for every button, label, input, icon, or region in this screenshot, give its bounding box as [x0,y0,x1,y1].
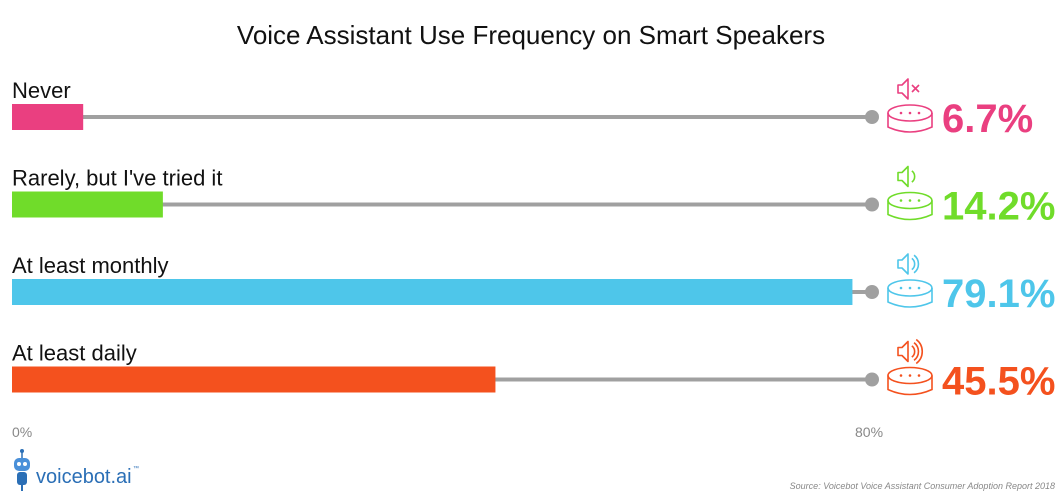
speaker-low-icon-dot-2 [917,199,921,202]
bar-group: Never 6.7% Rarely, but I've tried it 14.2% A… [12,78,1055,404]
category-label: Rarely, but I've tried it [12,166,222,191]
speaker-muted-icon-dot-1 [908,111,912,115]
speaker-high-icon-cone [897,340,909,363]
category-label: At least monthly [12,253,169,278]
brand-trademark: ™ [133,465,139,472]
bar-end-dot [865,110,879,124]
bar-end-dot [865,197,879,212]
speaker-muted-icon-top [887,104,933,122]
speaker-muted-icon-mute-x [911,84,920,93]
speaker-muted-icon-base [887,113,933,133]
value-label: 45.5% [942,360,1055,404]
speaker-high-icon-wave-2 [913,342,920,361]
bar-row: At least daily 45.5% [12,338,1055,404]
speaker-low-icon-base [887,200,933,221]
speaker-muted-icon-dot-0 [899,111,903,115]
bar-row: At least monthly 79.1% [12,253,1055,316]
speaker-medium-icon-dot-0 [899,286,903,290]
speaker-high-icon-top [887,366,933,385]
x-tick-label-start: 0% [12,424,32,440]
speaker-medium-icon-wave-2 [913,254,920,274]
speaker-medium-icon-top [887,279,933,297]
bar-row: Never 6.7% [12,78,1033,141]
speaker-low-icon [887,165,933,221]
speaker-high-icon [887,338,933,396]
bar [12,104,84,130]
category-label: At least daily [12,341,137,366]
voicebot-logo: voicebot.ai ™ [14,449,139,491]
speaker-medium-icon-dot-1 [908,286,912,290]
bar-end-dot [865,372,879,387]
speaker-low-icon-dot-1 [908,199,912,202]
x-tick-label-end: 80% [855,424,883,440]
speaker-muted-icon-dot-2 [917,111,921,115]
value-label: 14.2% [942,185,1055,229]
speaker-low-icon-dot-0 [899,199,903,202]
speaker-high-icon-base [887,375,933,396]
speaker-low-icon-cone [897,165,909,188]
speaker-medium-icon-cone [897,253,909,275]
speaker-high-icon-wave-1 [911,345,916,358]
speaker-high-icon-dot-2 [917,374,921,377]
speaker-medium-icon-dot-2 [917,286,921,290]
robot-mascot-icon [14,449,30,491]
value-label: 6.7% [942,97,1033,141]
speaker-muted-icon-cone [897,78,909,100]
speaker-medium-icon-wave-1 [911,257,916,271]
bar [12,279,853,305]
speaker-high-icon-dot-1 [908,374,912,377]
chart-title: Voice Assistant Use Frequency on Smart S… [237,20,825,50]
bar [12,191,163,218]
speaker-low-icon-wave-1 [911,170,916,183]
speaker-medium-icon-base [887,288,933,308]
bar-row: Rarely, but I've tried it 14.2% [12,166,1055,229]
bar-end-dot [865,285,879,299]
bar [12,366,496,393]
speaker-low-icon-top [887,191,933,210]
category-label: Never [12,78,71,103]
speaker-high-icon-dot-0 [899,374,903,377]
source-note: Source: Voicebot Voice Assistant Consume… [790,481,1055,491]
brand-name: voicebot.ai [36,466,132,488]
value-label: 79.1% [942,272,1055,316]
speaker-high-icon-wave-3 [915,338,923,365]
speaker-medium-icon [887,253,933,308]
speaker-muted-icon [887,78,933,133]
